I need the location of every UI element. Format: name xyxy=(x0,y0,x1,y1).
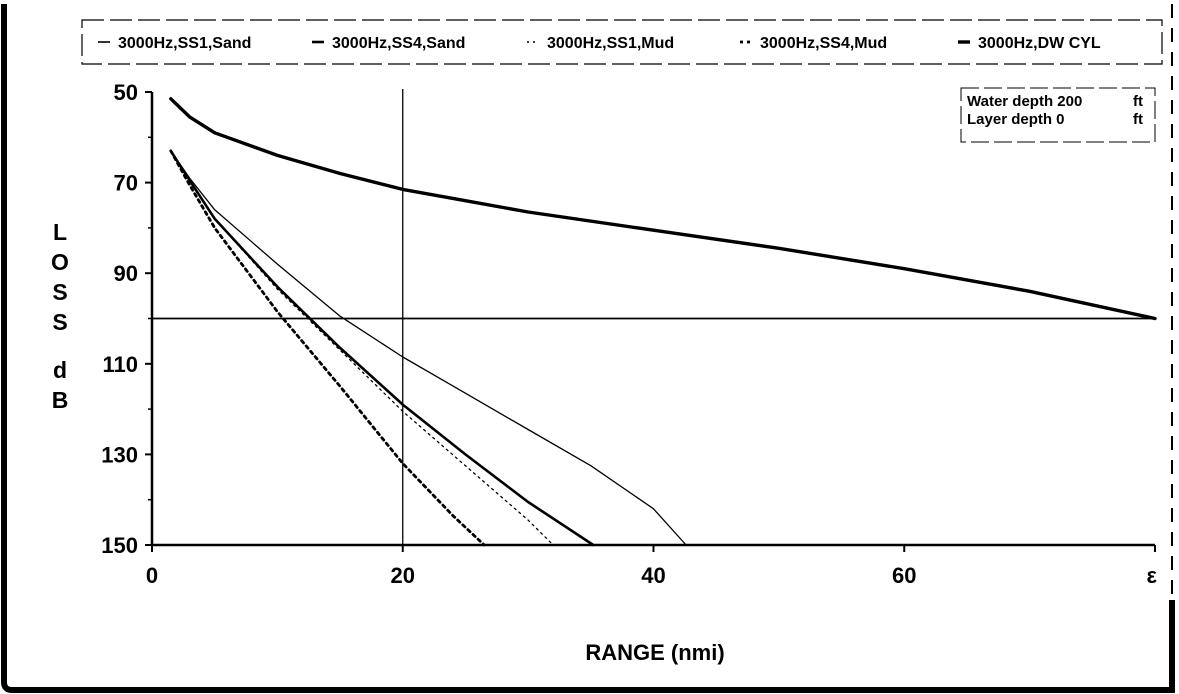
legend-label-1: 3000Hz,SS1,Sand xyxy=(118,35,251,52)
legend-label-2: 3000Hz,SS4,Sand xyxy=(332,35,465,52)
y-tick-label: 150 xyxy=(101,533,138,558)
info-box-frame xyxy=(960,87,1156,143)
x-axis-label: RANGE (nmi) xyxy=(585,640,724,665)
y-tick-label: 90 xyxy=(114,261,138,286)
legend: 3000Hz,SS1,Sand 3000Hz,SS4,Sand 3000Hz,SS1… xyxy=(81,19,1163,65)
x-tick-label: 0 xyxy=(146,563,158,588)
info-water-depth-unit: ft xyxy=(1133,93,1143,110)
figure-border xyxy=(1,4,1175,693)
series-line-5 xyxy=(169,97,1157,321)
x-tick-label: 40 xyxy=(641,563,665,588)
axes: 50 70 90 110 130 150 0 20 40 60 ε xyxy=(101,80,1157,588)
y-axis-label-letter: d xyxy=(53,357,67,383)
info-layer-depth-unit: ft xyxy=(1133,111,1143,128)
y-axis-label-letter: S xyxy=(52,279,67,305)
legend-label-3: 3000Hz,SS1,Mud xyxy=(547,35,674,52)
y-tick-label: 50 xyxy=(114,80,138,105)
y-axis-label-letter: O xyxy=(51,249,69,275)
y-axis-label-letter: B xyxy=(52,387,69,413)
info-box: Water depth 200 ft Layer depth 0 ft xyxy=(960,87,1156,143)
info-layer-depth: Layer depth 0 xyxy=(967,111,1065,128)
y-tick-label: 70 xyxy=(114,171,138,196)
reference-lines xyxy=(152,89,1155,545)
series-line-4 xyxy=(169,149,486,547)
y-axis-label-letter: L xyxy=(53,219,67,245)
x-tick-label: 60 xyxy=(892,563,916,588)
series-line-1 xyxy=(170,150,687,546)
legend-box xyxy=(81,19,1163,65)
info-water-depth: Water depth 200 xyxy=(967,93,1082,110)
series-group xyxy=(169,97,1157,547)
legend-label-5: 3000Hz,DW CYL xyxy=(978,35,1101,52)
y-tick-label: 110 xyxy=(103,352,139,377)
series-line-3 xyxy=(170,150,554,546)
x-tick-label: ε xyxy=(1147,563,1158,588)
series-line-2 xyxy=(169,149,595,547)
legend-label-4: 3000Hz,SS4,Mud xyxy=(760,35,887,52)
x-tick-label: 20 xyxy=(391,563,415,588)
y-tick-label: 130 xyxy=(101,442,138,467)
y-axis-label-letter: S xyxy=(52,309,67,335)
